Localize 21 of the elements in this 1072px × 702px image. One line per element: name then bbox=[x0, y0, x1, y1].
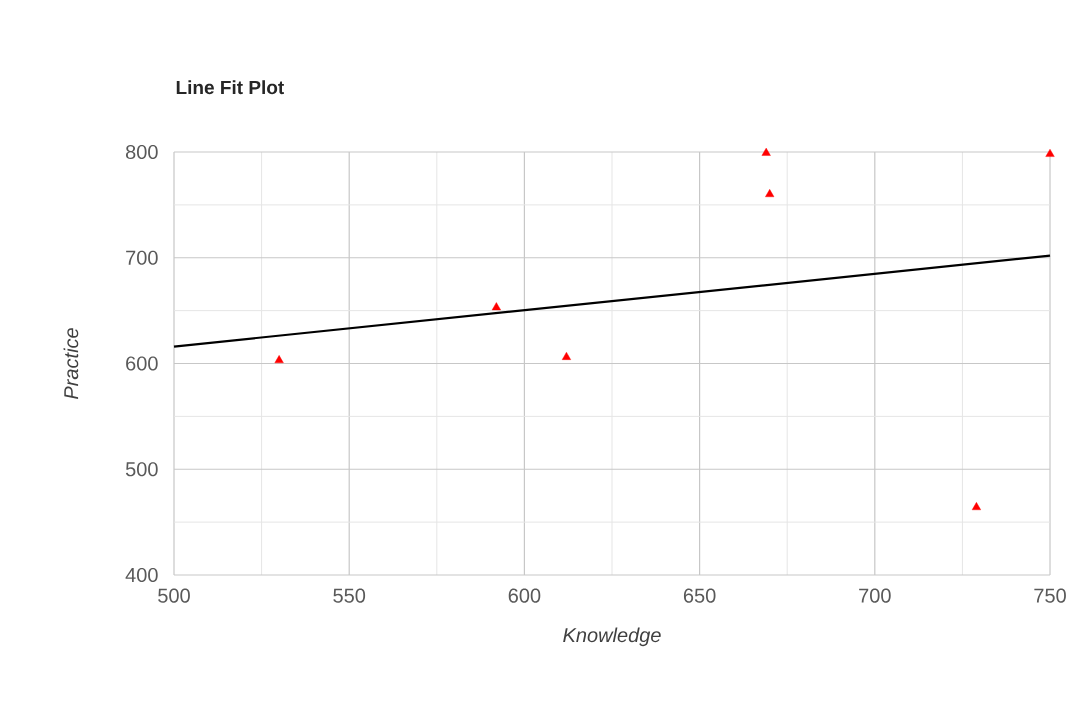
x-tick-label: 500 bbox=[158, 588, 190, 603]
point bbox=[765, 189, 775, 197]
x-tick-label: 550 bbox=[333, 588, 366, 603]
y-tick-label: 500 bbox=[125, 462, 158, 477]
y-axis-title: Practice bbox=[63, 328, 79, 400]
point bbox=[971, 502, 981, 511]
y-tick-label: 700 bbox=[126, 250, 158, 265]
x-tick-label: 650 bbox=[683, 588, 716, 603]
point bbox=[561, 351, 571, 360]
y-tick-label: 600 bbox=[126, 356, 158, 371]
point bbox=[274, 355, 284, 364]
y-tick-label: 400 bbox=[125, 567, 158, 583]
point bbox=[1045, 148, 1055, 157]
point bbox=[491, 302, 501, 311]
chart-title: Line Fit Plot bbox=[176, 80, 285, 95]
x-tick-label: 600 bbox=[508, 588, 541, 603]
point bbox=[761, 147, 771, 156]
y-tick-label: 800 bbox=[125, 144, 158, 160]
x-tick-label: 700 bbox=[859, 588, 891, 603]
x-axis-title: Knowledge bbox=[563, 627, 661, 647]
x-tick-label: 750 bbox=[1034, 588, 1066, 603]
